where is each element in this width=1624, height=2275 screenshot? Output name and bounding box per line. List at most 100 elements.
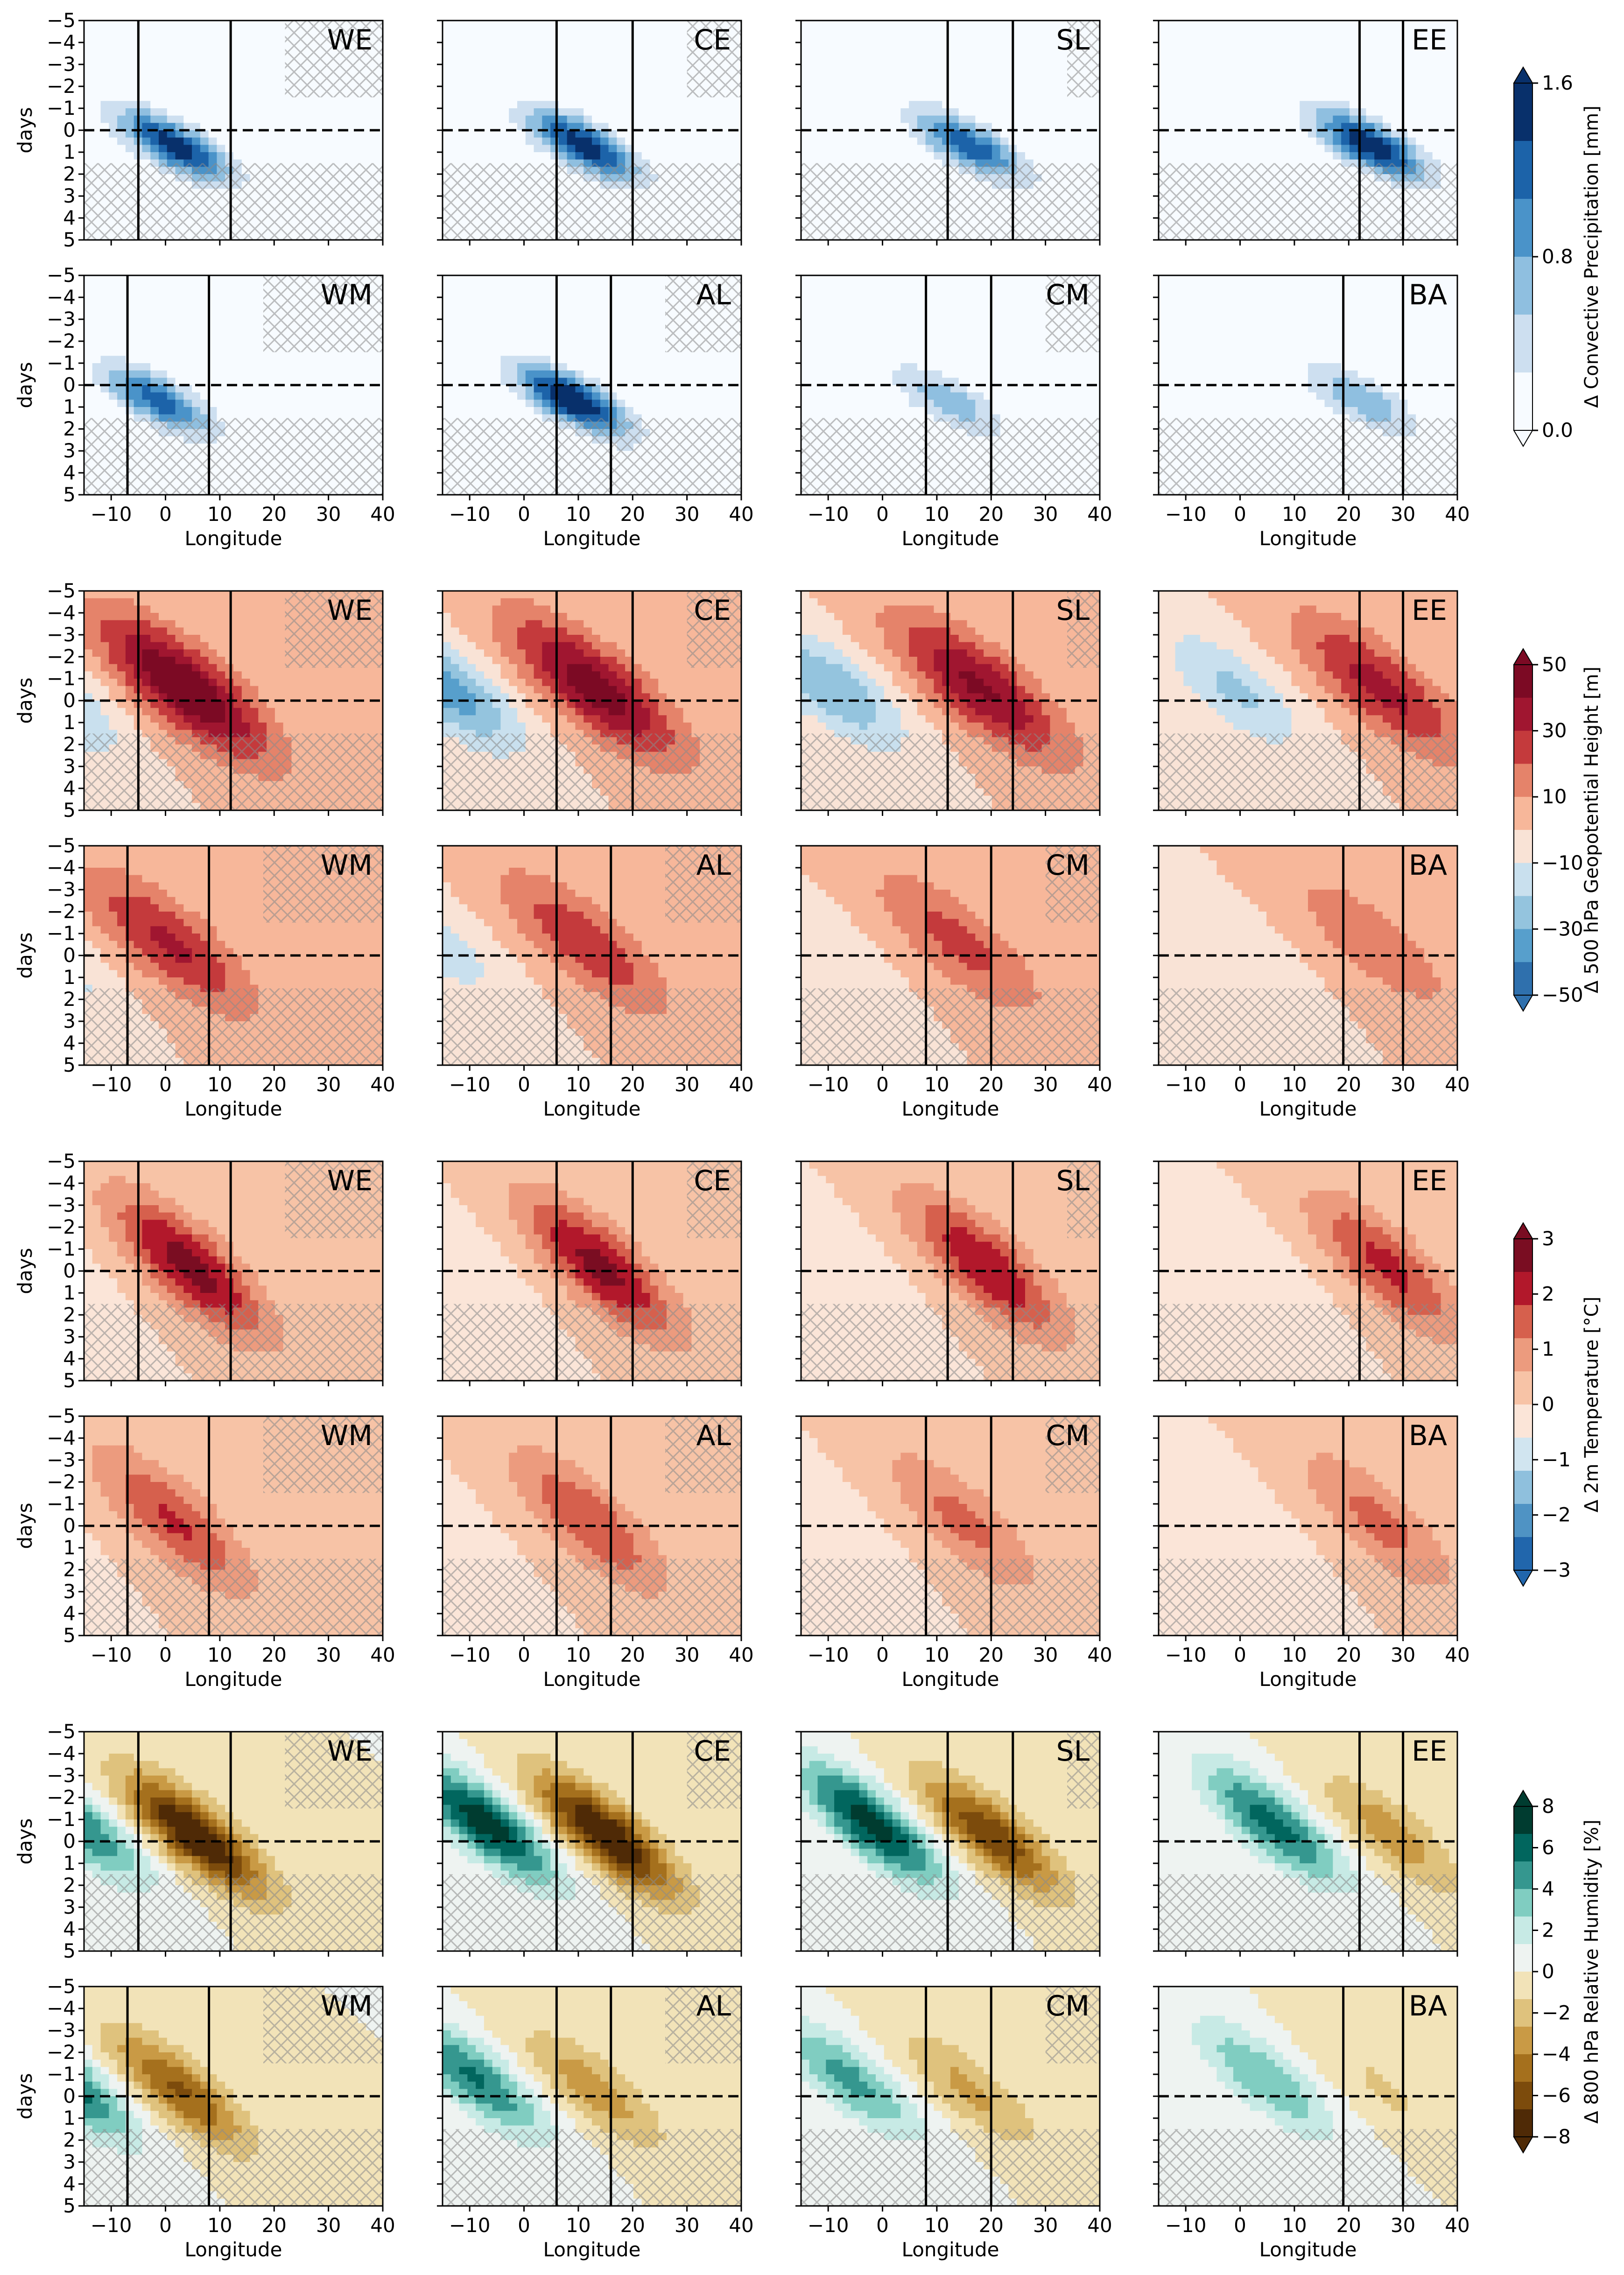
field-cell [150,319,159,327]
field-cell [241,312,251,320]
field-cell [958,35,968,43]
field-cell [142,282,151,291]
field-cell [1449,28,1457,36]
field-cell [1349,137,1358,146]
field-cell [459,28,468,36]
field-cell [633,123,642,131]
field-cell [1058,101,1067,109]
field-cell [1250,123,1259,131]
field-cell [159,378,168,386]
field-cell [958,71,968,80]
field-cell [258,79,267,87]
field-cell [233,21,242,28]
field-cell [167,378,176,386]
field-cell [942,137,951,146]
field-cell [450,152,460,160]
field-cell [1258,79,1267,87]
field-cell [217,115,226,124]
field-cell [358,108,367,116]
field-cell [809,42,818,50]
field-cell [842,101,851,109]
field-cell [316,378,325,386]
field-cell [300,115,309,124]
field-cell [1241,57,1251,65]
field-cell [809,130,818,138]
field-cell [1366,123,1375,131]
field-cell [658,28,667,36]
field-cell [641,64,651,72]
field-cell [1167,71,1176,80]
field-cell [1000,86,1009,94]
field-cell [1075,108,1084,116]
field-cell [1033,130,1042,138]
field-cell [1233,21,1242,28]
field-cell [608,108,618,116]
field-cell [1441,57,1450,65]
field-cell [600,101,609,109]
field-cell [1175,28,1184,36]
field-cell [1300,101,1308,109]
field-cell [867,42,876,50]
field-cell [658,64,667,72]
field-cell [1449,57,1457,65]
field-cell [617,71,626,80]
field-cell [500,137,510,146]
field-cell [550,21,559,28]
field-cell [159,297,168,305]
field-cell [459,130,468,138]
field-cell [1183,86,1192,94]
field-cell [509,35,518,43]
field-cell [1333,35,1342,43]
field-cell [92,108,101,116]
field-cell [1200,64,1209,72]
field-cell [167,341,176,349]
field-cell [241,42,251,50]
field-cell [283,152,292,160]
field-cell [84,71,93,80]
field-cell [675,49,684,58]
field-cell [834,79,843,87]
field-cell [208,290,218,298]
field-cell [443,108,451,116]
field-cell [724,152,734,160]
field-cell [1033,101,1042,109]
field-cell [1391,108,1400,116]
field-cell [459,145,468,153]
field-cell [233,334,242,342]
field-cell [1058,86,1067,94]
field-cell [633,145,642,153]
region-label: CE [694,24,731,56]
field-cell [1233,79,1242,87]
field-cell [1416,64,1425,72]
field-cell [1033,64,1042,72]
field-cell [117,79,126,87]
field-cell [225,137,234,146]
field-cell [1283,57,1292,65]
field-cell [892,21,901,28]
field-cell [117,115,126,124]
field-cell [117,137,126,146]
panel-field [84,275,383,495]
field-cell [1066,115,1076,124]
field-cell [984,42,992,50]
field-cell [1200,115,1209,124]
field-cell [525,123,534,131]
field-cell [484,123,493,131]
field-cell [1041,93,1051,102]
field-cell [300,130,309,138]
field-cell [991,93,1001,102]
field-cell [1333,93,1342,102]
field-cell [917,108,926,116]
field-cell [801,86,810,94]
field-cell [300,152,309,160]
field-cell [374,152,383,160]
field-cell [450,35,460,43]
field-cell [950,79,959,87]
field-cell [1075,115,1084,124]
field-cell [459,108,468,116]
field-cell [525,152,534,160]
field-cell [92,137,101,146]
field-cell [233,326,242,335]
field-cell [1407,93,1416,102]
